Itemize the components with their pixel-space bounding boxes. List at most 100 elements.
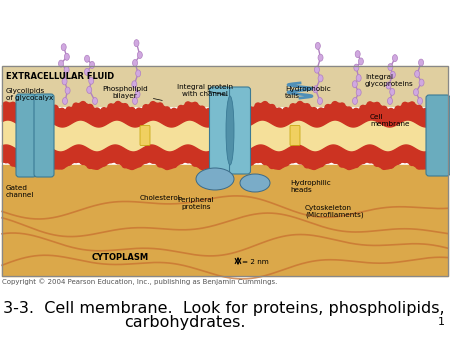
Circle shape — [241, 163, 247, 169]
Circle shape — [430, 107, 436, 113]
Circle shape — [192, 160, 198, 166]
Circle shape — [115, 101, 121, 107]
Text: 1: 1 — [438, 317, 445, 327]
Circle shape — [234, 163, 240, 169]
Circle shape — [339, 161, 345, 167]
Text: Phospholipid
bilayer: Phospholipid bilayer — [102, 86, 162, 100]
Text: Cytoskeleton
(Microfilaments): Cytoskeleton (Microfilaments) — [305, 205, 364, 218]
Ellipse shape — [64, 66, 69, 73]
Ellipse shape — [62, 78, 67, 85]
Circle shape — [290, 157, 296, 163]
Circle shape — [430, 159, 436, 165]
Circle shape — [381, 163, 387, 169]
Circle shape — [17, 106, 23, 112]
Circle shape — [171, 108, 177, 115]
Circle shape — [388, 108, 394, 115]
FancyBboxPatch shape — [426, 95, 450, 176]
Text: Hydrophobic
tails: Hydrophobic tails — [285, 86, 331, 99]
Circle shape — [10, 160, 16, 166]
Circle shape — [59, 108, 65, 114]
Circle shape — [409, 102, 415, 108]
Circle shape — [241, 108, 247, 114]
Circle shape — [332, 157, 338, 163]
Circle shape — [101, 160, 107, 166]
Circle shape — [304, 162, 310, 168]
Circle shape — [178, 158, 184, 164]
Ellipse shape — [85, 68, 90, 75]
Text: Fig. 3-3.  Cell membrane.  Look for proteins, phospholipids, and: Fig. 3-3. Cell membrane. Look for protei… — [0, 300, 450, 315]
Circle shape — [157, 103, 163, 109]
Ellipse shape — [315, 42, 320, 49]
Circle shape — [10, 102, 16, 108]
Ellipse shape — [414, 89, 418, 96]
Ellipse shape — [386, 82, 391, 89]
FancyBboxPatch shape — [230, 87, 251, 174]
FancyBboxPatch shape — [34, 94, 54, 177]
Circle shape — [24, 108, 30, 115]
Circle shape — [402, 102, 408, 108]
Circle shape — [129, 107, 135, 114]
Circle shape — [136, 161, 142, 167]
Circle shape — [255, 156, 261, 163]
Circle shape — [437, 103, 443, 109]
Ellipse shape — [318, 54, 323, 61]
Circle shape — [87, 104, 93, 111]
Circle shape — [346, 164, 352, 169]
Text: Integral protein
with channel: Integral protein with channel — [177, 84, 233, 97]
Ellipse shape — [418, 59, 423, 66]
Circle shape — [318, 108, 324, 114]
Ellipse shape — [419, 79, 424, 86]
Circle shape — [31, 106, 37, 113]
Circle shape — [444, 159, 450, 165]
Ellipse shape — [354, 64, 359, 71]
Circle shape — [17, 163, 23, 169]
Circle shape — [395, 106, 401, 112]
Text: Gated
channel: Gated channel — [6, 185, 34, 198]
Circle shape — [136, 108, 142, 114]
Circle shape — [423, 163, 429, 169]
Circle shape — [269, 163, 275, 168]
Ellipse shape — [132, 81, 137, 88]
Circle shape — [143, 105, 149, 111]
Circle shape — [101, 108, 107, 114]
Circle shape — [143, 157, 149, 163]
Ellipse shape — [390, 71, 396, 78]
FancyBboxPatch shape — [210, 87, 230, 174]
Text: Copyright © 2004 Pearson Education, Inc., publishing as Benjamin Cummings.: Copyright © 2004 Pearson Education, Inc.… — [2, 278, 277, 285]
Circle shape — [395, 158, 401, 164]
Circle shape — [325, 104, 331, 111]
Text: = 2 nm: = 2 nm — [242, 259, 269, 265]
Circle shape — [94, 108, 100, 114]
Text: Glycolipids
of glycocalyx: Glycolipids of glycocalyx — [6, 88, 53, 101]
Circle shape — [171, 162, 177, 168]
Text: Cell
membrane: Cell membrane — [370, 114, 410, 127]
Circle shape — [325, 157, 331, 163]
FancyBboxPatch shape — [215, 125, 225, 145]
Circle shape — [45, 159, 51, 165]
Ellipse shape — [390, 88, 395, 95]
Ellipse shape — [85, 55, 90, 62]
Circle shape — [304, 104, 310, 110]
Circle shape — [31, 158, 37, 164]
Circle shape — [339, 103, 345, 109]
Ellipse shape — [356, 74, 361, 81]
Circle shape — [52, 163, 58, 169]
Circle shape — [297, 158, 303, 164]
Circle shape — [115, 158, 121, 164]
Circle shape — [45, 102, 51, 108]
Circle shape — [185, 102, 191, 108]
Circle shape — [367, 157, 373, 163]
Ellipse shape — [318, 97, 323, 104]
Ellipse shape — [358, 58, 364, 65]
Circle shape — [206, 162, 212, 168]
Ellipse shape — [133, 59, 138, 67]
Circle shape — [255, 103, 261, 109]
Circle shape — [157, 161, 163, 167]
Circle shape — [297, 101, 303, 107]
Ellipse shape — [90, 62, 94, 68]
Circle shape — [388, 162, 394, 168]
Ellipse shape — [63, 97, 68, 104]
Circle shape — [3, 102, 9, 108]
Ellipse shape — [89, 77, 94, 84]
Ellipse shape — [136, 70, 141, 77]
